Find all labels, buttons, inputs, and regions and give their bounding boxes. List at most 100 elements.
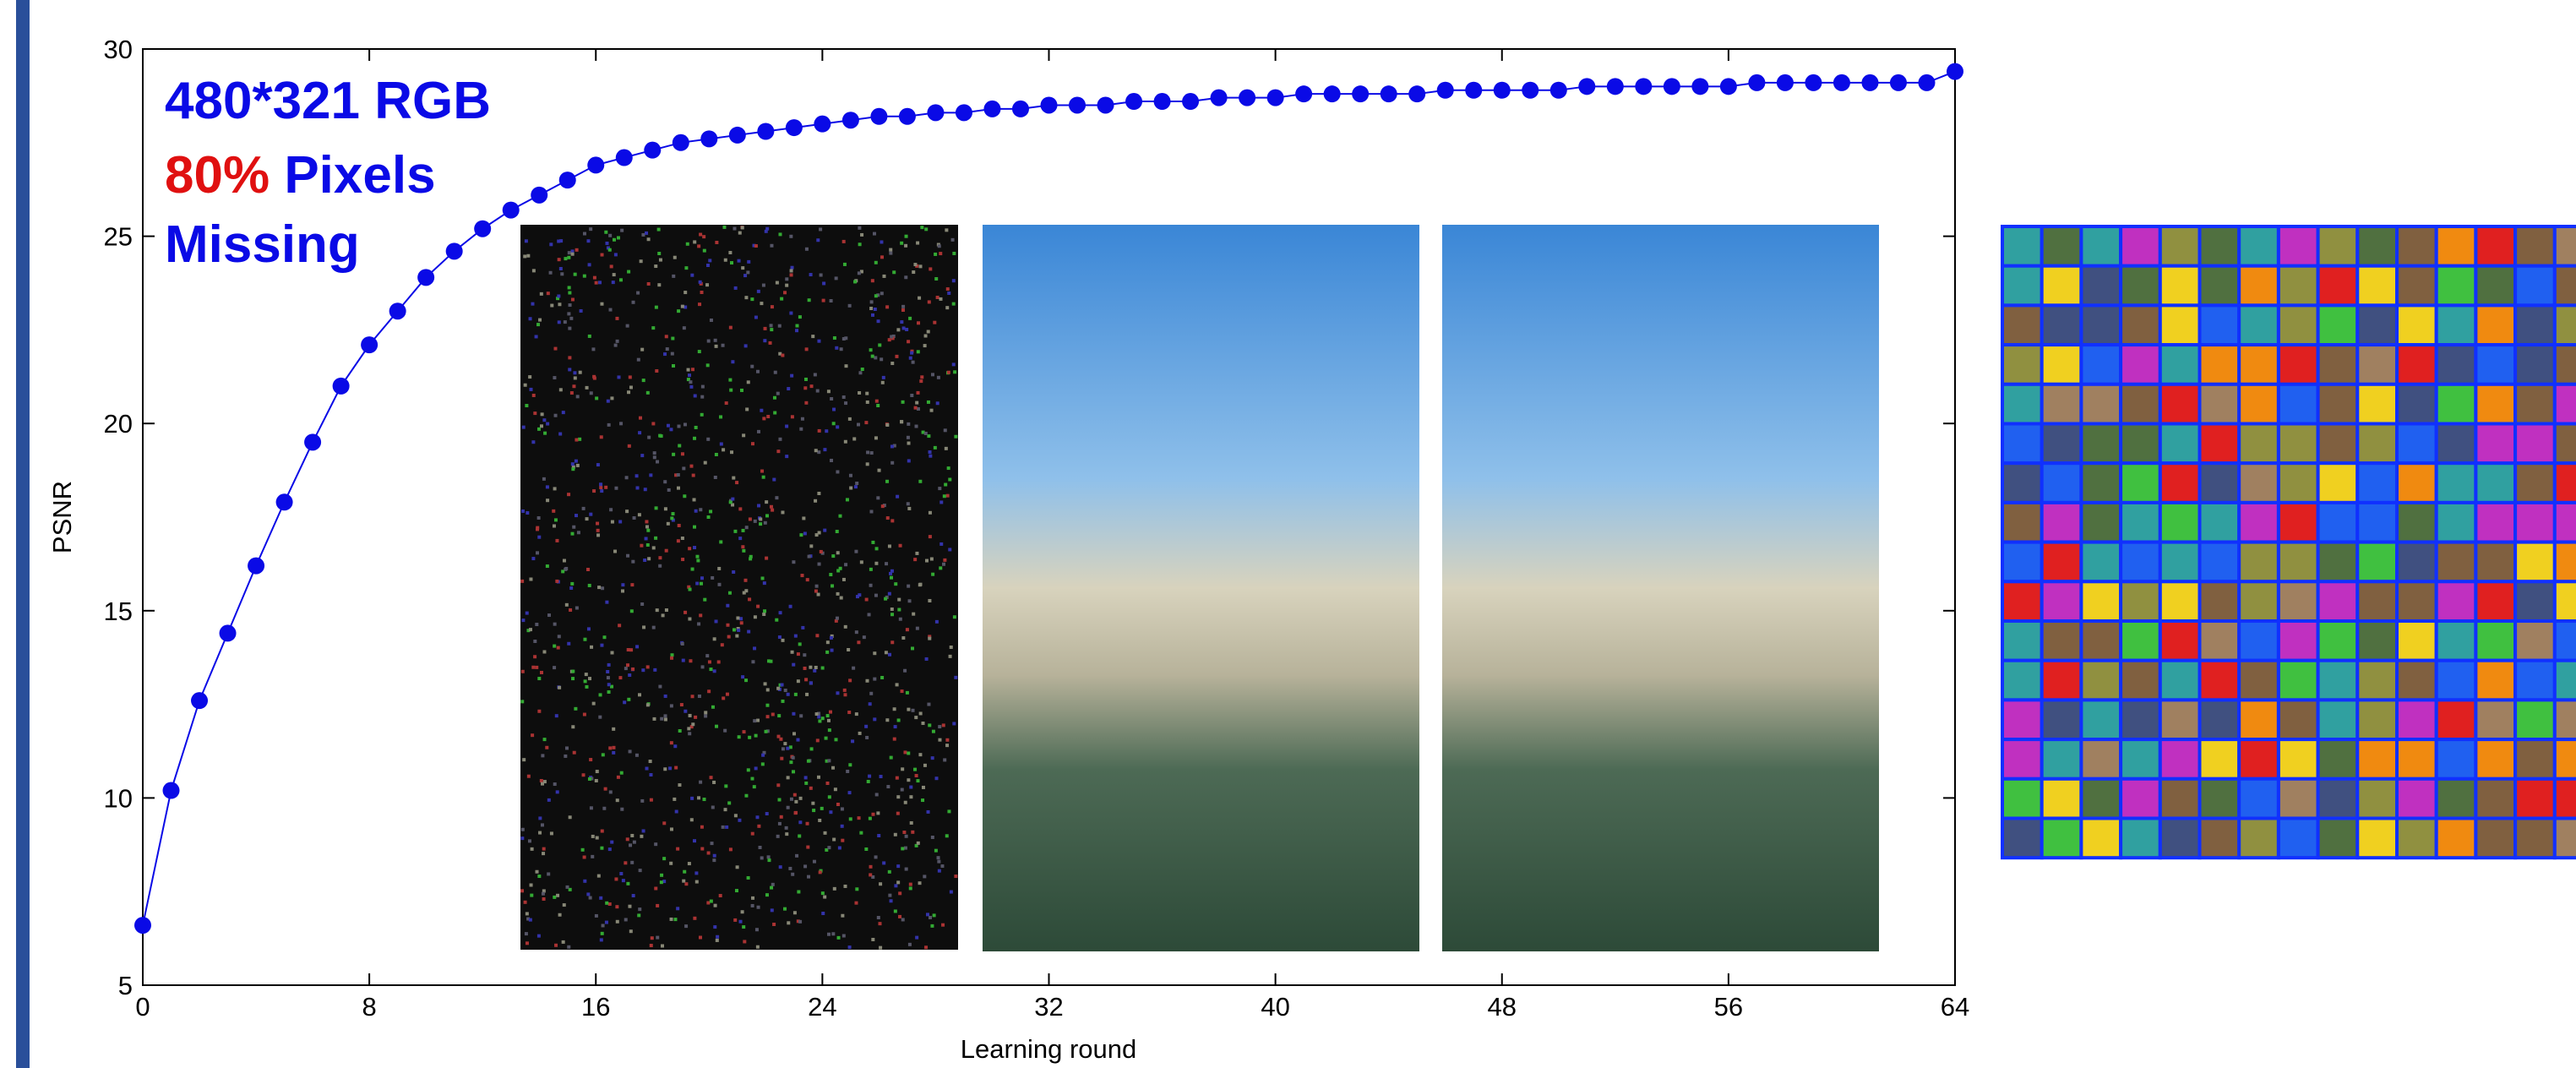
noise-dot <box>641 233 645 237</box>
noise-dot <box>781 683 784 686</box>
noise-dot <box>947 292 950 295</box>
data-point <box>587 156 604 173</box>
noise-dot <box>869 509 873 513</box>
atom <box>2357 621 2397 661</box>
atom <box>2081 542 2121 582</box>
noise-dot <box>919 711 923 715</box>
noise-dot <box>530 883 533 886</box>
noise-dot <box>915 552 918 555</box>
noise-dot <box>825 651 829 654</box>
noise-dot <box>808 555 811 559</box>
noise-dot <box>778 822 782 826</box>
noise-dot <box>700 847 704 851</box>
noise-dot <box>793 793 797 797</box>
noise-dot <box>627 648 630 651</box>
noise-dot <box>572 384 575 388</box>
noise-dot <box>553 645 556 648</box>
noise-dot <box>764 521 767 525</box>
noise-dot <box>729 500 732 504</box>
atom <box>2475 779 2515 819</box>
noise-dot <box>756 719 760 722</box>
noise-dot <box>804 401 808 405</box>
noise-dot <box>939 252 942 255</box>
noise-dot <box>741 910 744 913</box>
atom <box>2160 463 2200 503</box>
noise-dot <box>911 831 914 834</box>
atom <box>2555 581 2576 621</box>
noise-dot <box>818 719 821 722</box>
noise-dot <box>583 638 586 641</box>
atom <box>2002 700 2042 739</box>
noise-dot <box>602 807 606 810</box>
noise-dot <box>781 354 784 357</box>
noise-dot <box>635 474 639 477</box>
atom <box>2357 424 2397 464</box>
noise-dot <box>537 710 541 713</box>
atom <box>2200 819 2240 858</box>
noise-dot <box>723 729 727 733</box>
noise-dot <box>933 321 936 324</box>
noise-dot <box>735 481 738 484</box>
noise-dot <box>767 858 771 862</box>
noise-dot <box>930 924 934 928</box>
noise-dot <box>873 717 876 721</box>
corrupted-image <box>520 225 958 950</box>
noise-dot <box>854 485 858 488</box>
noise-dot <box>537 934 541 938</box>
noise-dot <box>611 651 614 654</box>
noise-dot <box>874 594 878 597</box>
atom <box>2121 581 2160 621</box>
noise-dot <box>521 670 525 673</box>
noise-dot <box>600 489 603 493</box>
noise-dot <box>605 242 608 245</box>
noise-dot <box>726 693 729 696</box>
atom <box>2081 621 2121 661</box>
noise-dot <box>805 693 809 696</box>
noise-dot <box>771 509 774 512</box>
noise-dot <box>757 430 760 433</box>
noise-dot <box>660 717 663 721</box>
noise-dot <box>652 626 656 629</box>
noise-dot <box>871 355 874 358</box>
atom <box>2397 700 2437 739</box>
noise-dot <box>683 611 687 614</box>
noise-dot <box>575 460 578 463</box>
noise-dot <box>779 611 782 614</box>
atom <box>2397 739 2437 779</box>
noise-dot <box>542 852 545 855</box>
noise-dot <box>824 831 827 835</box>
atom <box>2555 739 2576 779</box>
atom <box>2515 819 2555 858</box>
noise-dot <box>754 244 758 248</box>
noise-dot <box>629 749 632 753</box>
atom <box>2515 739 2555 779</box>
noise-dot <box>724 259 727 262</box>
noise-dot <box>929 535 932 538</box>
atom <box>2437 581 2476 621</box>
data-point <box>1352 85 1369 102</box>
noise-dot <box>614 487 618 490</box>
noise-dot <box>596 836 599 840</box>
noise-dot <box>712 781 716 784</box>
noise-dot <box>614 877 618 880</box>
noise-dot <box>538 319 542 322</box>
data-point <box>446 242 463 259</box>
noise-dot <box>927 330 930 333</box>
noise-dot <box>569 815 572 819</box>
atom <box>2555 819 2576 858</box>
noise-dot <box>689 380 692 384</box>
noise-dot <box>785 277 788 281</box>
noise-dot <box>772 478 776 482</box>
noise-dot <box>901 767 904 771</box>
noise-dot <box>618 375 621 379</box>
atom <box>2279 503 2318 542</box>
noise-dot <box>938 487 941 490</box>
atom <box>2121 305 2160 345</box>
noise-dot <box>585 673 588 676</box>
noise-dot <box>744 678 748 682</box>
noise-dot <box>742 529 745 532</box>
noise-dot <box>682 466 685 470</box>
noise-dot <box>523 254 526 258</box>
noise-dot <box>888 592 891 596</box>
noise-dot <box>917 842 920 845</box>
